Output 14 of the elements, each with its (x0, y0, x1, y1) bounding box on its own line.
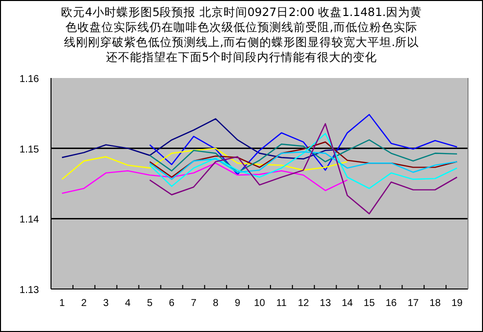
line-series (149, 114, 458, 175)
line-series (149, 139, 458, 173)
line-series (61, 118, 348, 160)
line-series (61, 148, 348, 180)
line-series (149, 151, 458, 180)
line-series (149, 132, 458, 190)
y-tick-label: 1.15 (20, 144, 40, 156)
y-tick-label: 1.13 (20, 285, 40, 296)
line-series (149, 141, 458, 178)
y-tick-label: 1.16 (20, 74, 40, 85)
line-series (61, 162, 348, 194)
line-series (149, 123, 458, 214)
chart-title: 欧元4小时蝶形图5段预报 北京时间0927日2:00 收盘1.1481.因为黄色收盘位实际线仍在咖啡色次级低位预测线前受阻,而低位粉色实际线刚刚穿破紫色低位预测线上,而右侧的蝶形图显得较宽大平坦.所以还不能指望在下面5个时间段内行情能有很大的变化 (60, 5, 423, 65)
y-tick-label: 1.14 (20, 214, 40, 226)
